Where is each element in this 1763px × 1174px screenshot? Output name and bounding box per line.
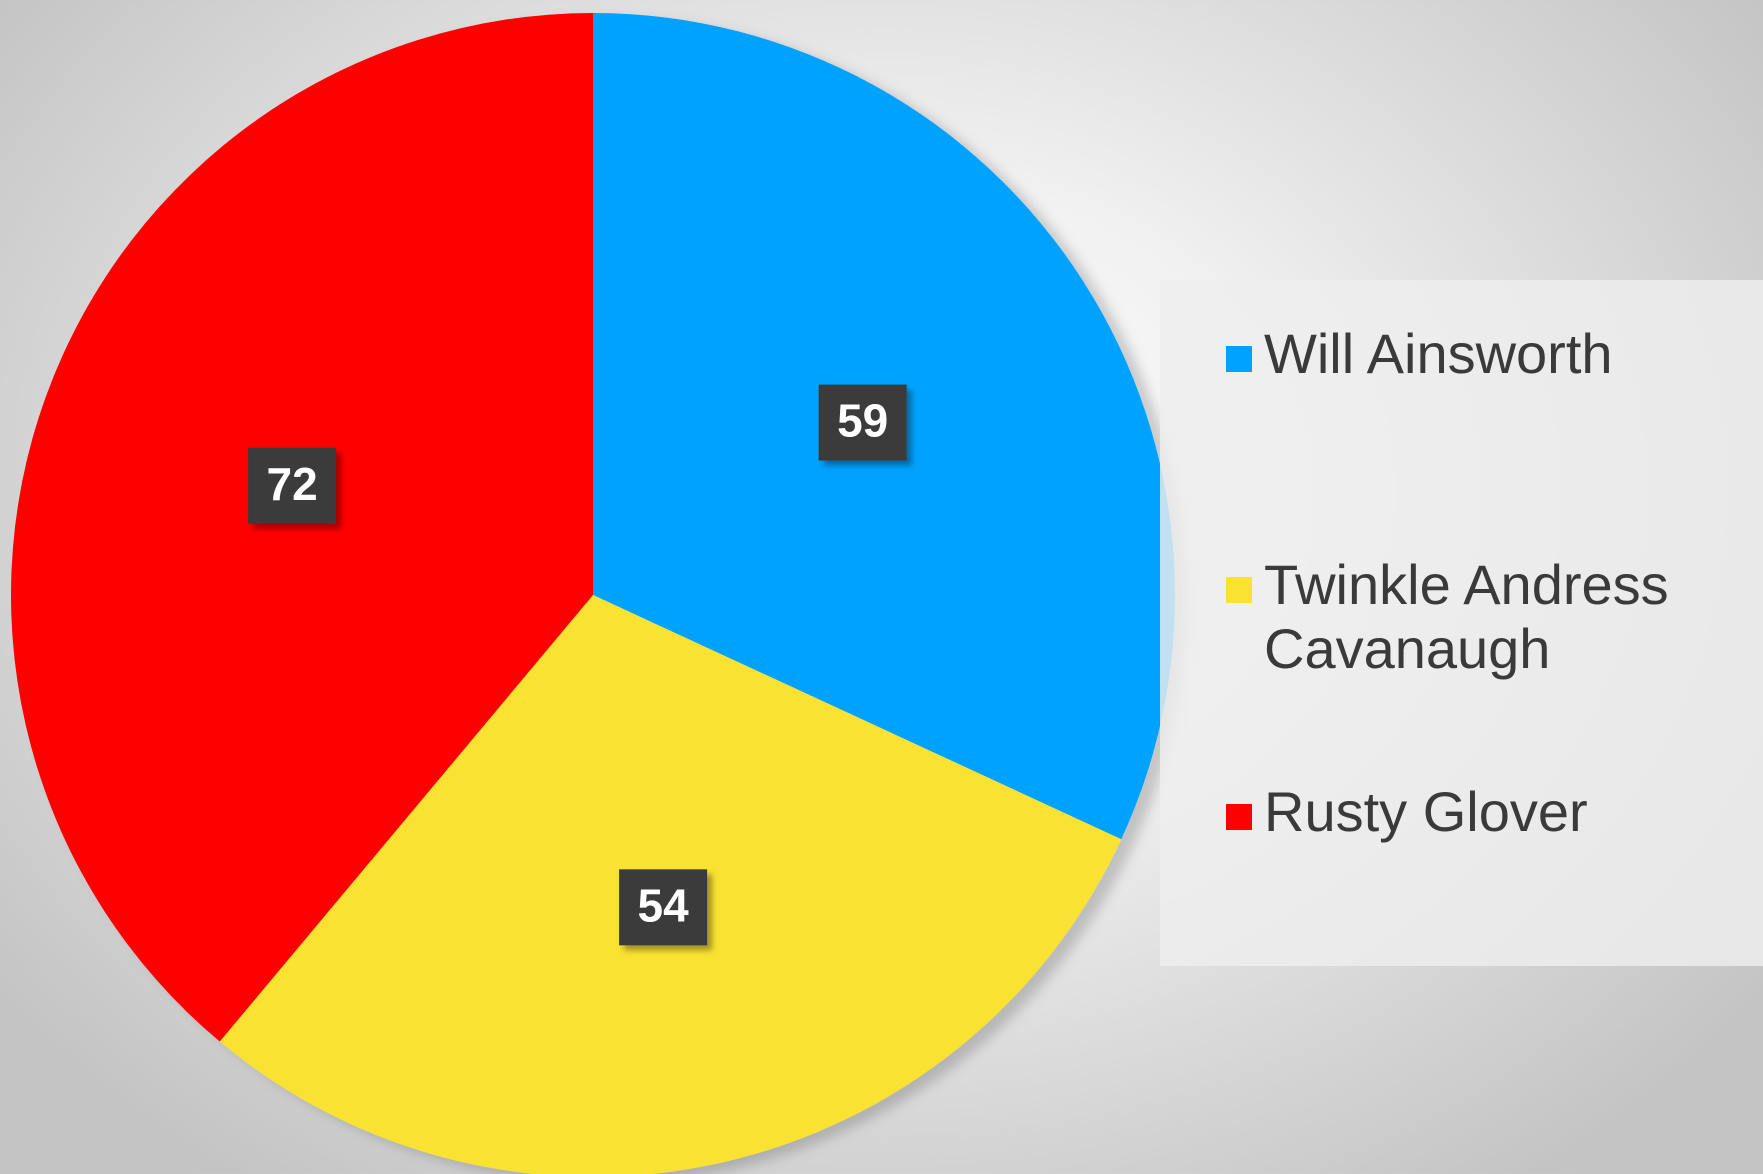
data-label-text: 59 [837, 395, 888, 447]
data-label-twinkle-andress-cavanaugh: 54 [619, 869, 708, 946]
legend-label-will-ainsworth: Will Ainsworth [1264, 322, 1613, 385]
legend-swatch-twinkle-andress-cavanaugh [1226, 577, 1252, 603]
legend: Will Ainsworth Twinkle Andress Cavanaugh… [1160, 280, 1763, 966]
pie-slice-rusty-glover [10, 13, 593, 1042]
data-label-box [619, 869, 708, 946]
data-label-will-ainsworth: 59 [818, 384, 907, 461]
legend-label-twinkle-andress-cavanaugh: Twinkle Andress Cavanaugh [1264, 553, 1669, 680]
data-label-box [818, 384, 907, 461]
legend-swatch-will-ainsworth [1226, 346, 1252, 372]
pie-slices [10, 13, 1175, 1174]
data-label-box [248, 447, 337, 524]
data-label-text: 72 [267, 458, 318, 510]
pie-data-labels: 59 54 72 [248, 384, 907, 946]
legend-swatch-rusty-glover [1226, 804, 1252, 830]
data-label-text: 54 [638, 879, 690, 931]
legend-item-twinkle-andress-cavanaugh: Twinkle Andress Cavanaugh [1226, 553, 1763, 681]
legend-label-rusty-glover: Rusty Glover [1264, 780, 1588, 843]
legend-item-will-ainsworth: Will Ainsworth [1226, 322, 1763, 386]
legend-item-rusty-glover: Rusty Glover [1226, 780, 1763, 844]
data-label-rusty-glover: 72 [248, 447, 337, 524]
